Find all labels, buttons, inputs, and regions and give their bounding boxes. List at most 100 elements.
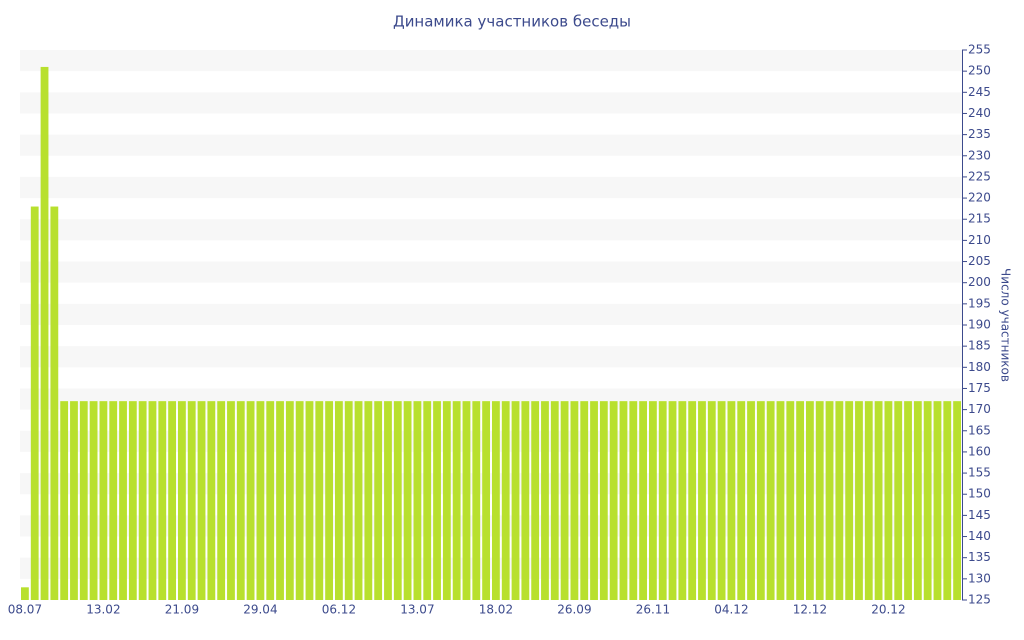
y-tick-label: 180 — [968, 360, 991, 374]
bar — [590, 401, 598, 600]
bar — [79, 401, 88, 600]
bar — [815, 401, 824, 600]
bar — [442, 401, 451, 600]
grid-band — [20, 303, 962, 325]
bar — [246, 401, 255, 600]
bar — [384, 401, 392, 600]
bar — [325, 401, 333, 600]
x-tick-label: 18.02 — [479, 603, 513, 617]
bar — [30, 206, 39, 601]
bar — [40, 66, 49, 600]
bar — [344, 401, 353, 600]
y-tick-label: 170 — [968, 402, 991, 416]
y-tick-label: 240 — [968, 106, 991, 120]
bar — [178, 401, 186, 600]
bar — [668, 401, 677, 600]
x-tick-label: 13.02 — [86, 603, 120, 617]
bar — [236, 401, 245, 600]
bar — [649, 401, 657, 600]
bar — [541, 401, 549, 600]
bar — [452, 401, 461, 600]
y-tick-label: 210 — [968, 233, 991, 247]
y-tick-label: 130 — [968, 571, 991, 585]
bar — [599, 401, 608, 600]
y-tick-label: 190 — [968, 318, 991, 332]
bar — [423, 401, 432, 600]
x-tick-label: 06.12 — [322, 603, 356, 617]
y-tick-label: 135 — [968, 550, 991, 564]
grid-band — [20, 219, 962, 241]
grid-band — [20, 134, 962, 156]
y-tick-label: 225 — [968, 169, 991, 183]
bar — [904, 401, 912, 600]
bar — [923, 401, 932, 600]
bar — [619, 401, 628, 600]
x-tick-label: 21.09 — [165, 603, 199, 617]
bar — [550, 401, 559, 600]
bar — [737, 401, 746, 600]
bar — [207, 401, 216, 600]
x-tick-label: 12.12 — [793, 603, 827, 617]
bar — [295, 401, 304, 600]
bar — [786, 401, 795, 600]
bar — [943, 401, 952, 600]
y-tick-label: 125 — [968, 593, 991, 607]
y-tick-label: 220 — [968, 191, 991, 205]
y-tick-label: 230 — [968, 148, 991, 162]
bar — [168, 401, 176, 600]
bar — [99, 401, 108, 600]
bar — [119, 401, 127, 600]
bar — [913, 401, 922, 600]
grid-band — [20, 346, 962, 368]
bar — [835, 401, 844, 600]
bar — [658, 401, 667, 600]
bar — [472, 401, 481, 600]
bar — [933, 401, 942, 600]
bar — [227, 401, 235, 600]
grid-band — [20, 557, 962, 579]
y-tick-label: 235 — [968, 127, 991, 141]
bar — [335, 401, 343, 600]
bar — [864, 401, 873, 600]
bar — [580, 401, 589, 600]
bar — [305, 401, 314, 600]
bar — [629, 401, 638, 600]
bar — [521, 401, 530, 600]
x-tick-label: 08.07 — [8, 603, 42, 617]
x-tick-label: 04.12 — [714, 603, 748, 617]
bar — [148, 401, 157, 600]
grid-band — [20, 261, 962, 283]
bar — [138, 401, 147, 600]
bar — [531, 401, 540, 600]
bar — [501, 401, 510, 600]
bar — [756, 401, 765, 600]
bar — [845, 401, 854, 600]
bar — [285, 401, 294, 600]
y-tick-label: 250 — [968, 64, 991, 78]
bar — [776, 401, 785, 600]
bar — [698, 401, 706, 600]
bar — [894, 401, 903, 600]
y-axis-label: Число участников — [999, 268, 1013, 382]
grid-band — [20, 430, 962, 452]
bar — [707, 401, 716, 600]
bar — [256, 401, 265, 600]
bar — [482, 401, 490, 600]
bar — [50, 206, 59, 601]
bar — [60, 401, 69, 600]
x-tick-label: 29.04 — [243, 603, 277, 617]
bar — [364, 401, 373, 600]
bar — [639, 401, 647, 600]
bar — [492, 401, 500, 600]
y-tick-label: 165 — [968, 423, 991, 437]
bar — [884, 401, 893, 600]
bar — [806, 401, 814, 600]
y-tick-label: 155 — [968, 466, 991, 480]
y-tick-label: 175 — [968, 381, 991, 395]
y-tick-label: 160 — [968, 444, 991, 458]
bar — [158, 401, 167, 600]
bar — [727, 401, 736, 600]
bar — [393, 401, 402, 600]
x-tick-label: 20.12 — [871, 603, 905, 617]
